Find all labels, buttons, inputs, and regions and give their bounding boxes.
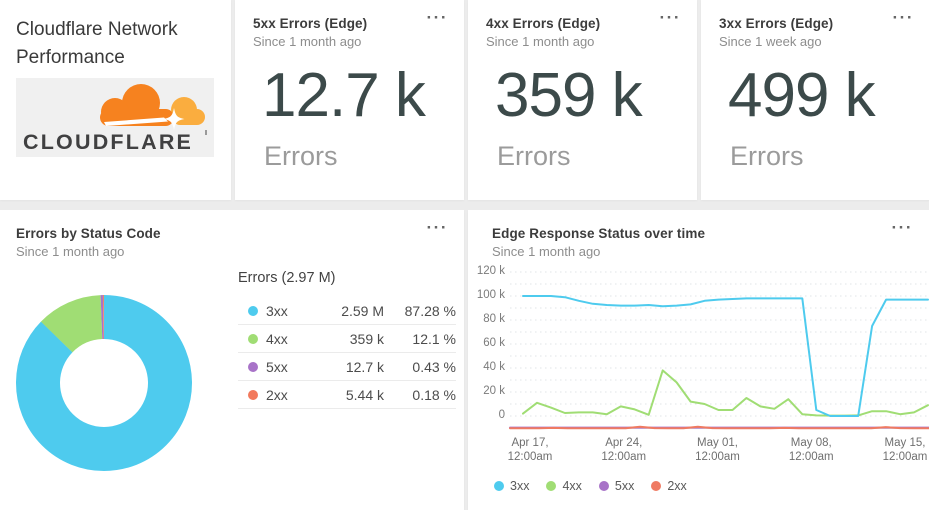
legend-item-2xx[interactable]: 2xx [651, 479, 687, 493]
legend-label: 4xx [562, 479, 582, 493]
edge-response-status-card: Edge Response Status over time Since 1 m… [468, 210, 929, 510]
donut-slice-2xx[interactable] [16, 295, 192, 471]
legend-row-2xx[interactable]: 2xx 5.44 k 0.18 % [238, 381, 456, 409]
y-tick-label: 40 k [483, 361, 505, 373]
cloudflare-logo-image: CLOUDFLARE [23, 84, 207, 154]
card-subtitle: Since 1 month ago [486, 34, 595, 49]
series-percent: 0.18 % [412, 386, 456, 403]
stat-value: 12.7 k [262, 61, 426, 130]
legend-table-header: Errors (2.97 M) [238, 270, 336, 286]
series-label: 5xx [266, 358, 288, 375]
series-dot-5xx [248, 361, 258, 372]
y-tick-label: 0 [498, 409, 505, 421]
donut-slice-3xx[interactable] [16, 295, 192, 471]
legend-row-3xx[interactable]: 3xx 2.59 M 87.28 % [238, 297, 456, 325]
series-percent: 0.43 % [412, 358, 456, 375]
donut-legend-table: Errors (2.97 M) 3xx 2.59 M 87.28 % 4xx 3… [238, 270, 456, 409]
x-tick-label: May 15, 12:00am [882, 437, 928, 463]
legend-dot-5xx [598, 481, 609, 491]
card-subtitle: Since 1 month ago [16, 244, 125, 259]
stat-unit-label: Errors [264, 141, 338, 171]
legend-dot-4xx [546, 481, 557, 491]
dashboard-header-card: Cloudflare Network Performance CLOUDFLAR… [0, 0, 231, 200]
card-menu-icon[interactable]: ··· [892, 8, 914, 27]
y-tick-label: 120 k [476, 265, 505, 277]
card-subtitle: Since 1 month ago [492, 244, 601, 259]
legend-label: 5xx [614, 479, 635, 493]
stat-unit-label: Errors [497, 141, 571, 171]
donut-slice-4xx[interactable] [16, 295, 192, 471]
line-chart[interactable] [468, 210, 929, 510]
line-chart-legend: 3xx 4xx 5xx 2xx [494, 479, 687, 493]
series-percent: 87.28 % [404, 302, 456, 319]
card-title: Errors by Status Code [16, 226, 161, 241]
y-tick-label: 100 k [476, 289, 505, 301]
card-title: 5xx Errors (Edge) [253, 16, 368, 31]
card-subtitle: Since 1 month ago [253, 34, 362, 49]
card-title: Edge Response Status over time [492, 226, 706, 241]
series-value: 5.44 k [345, 386, 384, 403]
series-line-4xx[interactable] [522, 369, 929, 417]
stat-card-3xx-errors: 3xx Errors (Edge) Since 1 week ago ··· 4… [701, 0, 929, 200]
donut-chart[interactable] [16, 295, 192, 471]
series-value: 359 k [349, 330, 384, 347]
legend-item-5xx[interactable]: 5xx [598, 479, 635, 493]
legend-item-3xx[interactable]: 3xx [494, 479, 529, 493]
card-menu-icon[interactable]: ··· [426, 218, 448, 237]
x-tick-label: May 08, 12:00am [788, 437, 834, 463]
x-tick-label: Apr 17, 12:00am [507, 437, 553, 463]
legend-dot-2xx [651, 481, 662, 491]
errors-by-status-code-card: Errors by Status Code Since 1 month ago … [0, 210, 464, 510]
legend-label: 3xx [510, 479, 530, 493]
series-value: 12.7 k [345, 358, 384, 375]
series-label: 4xx [266, 330, 288, 347]
stat-value: 359 k [495, 61, 643, 130]
legend-row-4xx[interactable]: 4xx 359 k 12.1 % [238, 325, 456, 353]
y-tick-label: 20 k [483, 385, 505, 397]
legend-item-4xx[interactable]: 4xx [546, 479, 582, 493]
series-dot-2xx [248, 389, 258, 400]
series-label: 2xx [266, 386, 288, 403]
y-tick-label: 60 k [483, 337, 505, 349]
series-line-3xx[interactable] [522, 295, 929, 417]
series-percent: 12.1 % [412, 330, 456, 347]
card-menu-icon[interactable]: ··· [891, 218, 913, 237]
cloudflare-logo: CLOUDFLARE [16, 78, 214, 157]
legend-row-5xx[interactable]: 5xx 12.7 k 0.43 % [238, 353, 456, 381]
series-dot-4xx [248, 333, 258, 344]
stat-card-5xx-errors: 5xx Errors (Edge) Since 1 month ago ··· … [235, 0, 464, 200]
card-menu-icon[interactable]: ··· [426, 8, 448, 27]
card-title: 3xx Errors (Edge) [719, 16, 834, 31]
stat-unit-label: Errors [730, 141, 804, 171]
donut-slice-5xx[interactable] [16, 295, 192, 471]
y-tick-label: 80 k [483, 313, 505, 325]
legend-dot-3xx [494, 481, 504, 491]
stat-value: 499 k [728, 61, 876, 130]
cloudflare-wordmark: CLOUDFLARE [23, 130, 193, 154]
x-tick-label: Apr 24, 12:00am [601, 437, 647, 463]
series-label: 3xx [266, 302, 288, 319]
card-menu-icon[interactable]: ··· [659, 8, 681, 27]
x-tick-label: May 01, 12:00am [695, 437, 740, 463]
series-dot-3xx [248, 305, 258, 316]
series-line-2xx[interactable] [509, 425, 929, 430]
card-title: 4xx Errors (Edge) [486, 16, 601, 31]
stat-card-4xx-errors: 4xx Errors (Edge) Since 1 month ago ··· … [468, 0, 697, 200]
series-value: 2.59 M [341, 302, 384, 319]
card-subtitle: Since 1 week ago [719, 34, 822, 49]
legend-label: 2xx [667, 479, 687, 493]
dashboard-title: Cloudflare Network Performance [16, 19, 178, 68]
